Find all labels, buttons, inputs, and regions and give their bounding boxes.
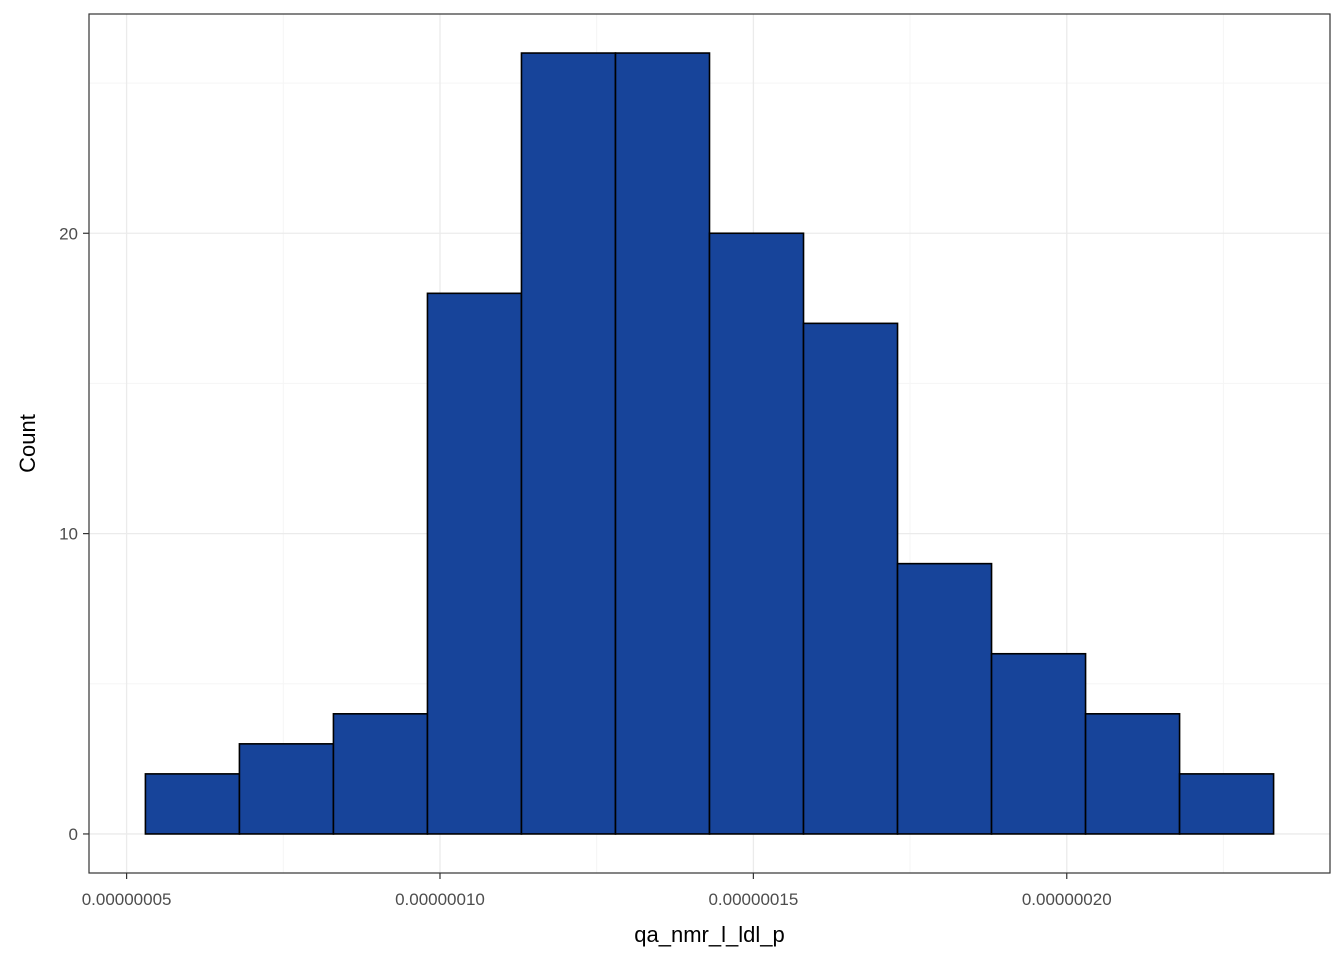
y-tick-label: 20 bbox=[59, 224, 78, 243]
histogram-bar-9 bbox=[896, 562, 993, 835]
x-tick-label: 0.00000010 bbox=[395, 890, 485, 909]
histogram-bars bbox=[144, 52, 1275, 835]
histogram-bar-2 bbox=[238, 743, 335, 835]
histogram-bar-6 bbox=[614, 52, 711, 835]
histogram-bar-5 bbox=[520, 52, 617, 835]
y-tick-label: 10 bbox=[59, 525, 78, 544]
histogram-bar-11 bbox=[1084, 713, 1181, 835]
histogram-bar-12 bbox=[1178, 773, 1275, 835]
histogram-bar-8 bbox=[802, 322, 899, 835]
histogram-bar-3 bbox=[332, 713, 429, 835]
x-tick-label: 0.00000020 bbox=[1022, 890, 1112, 909]
y-axis-ticks: 0 10 20 bbox=[59, 224, 89, 844]
histogram-bar-4 bbox=[426, 292, 523, 835]
x-tick-label: 0.00000005 bbox=[82, 890, 172, 909]
histogram-bar-10 bbox=[990, 652, 1087, 835]
histogram-bar-7 bbox=[708, 232, 805, 835]
panel-border bbox=[88, 13, 1331, 874]
histogram-bar-1 bbox=[144, 773, 241, 835]
y-axis-title: Count bbox=[15, 414, 40, 473]
y-tick-label: 0 bbox=[69, 825, 78, 844]
x-axis-title: qa_nmr_l_ldl_p bbox=[634, 922, 784, 947]
x-axis-ticks: 0.00000005 0.00000010 0.00000015 0.00000020 bbox=[82, 873, 1112, 909]
x-tick-label: 0.00000015 bbox=[708, 890, 798, 909]
